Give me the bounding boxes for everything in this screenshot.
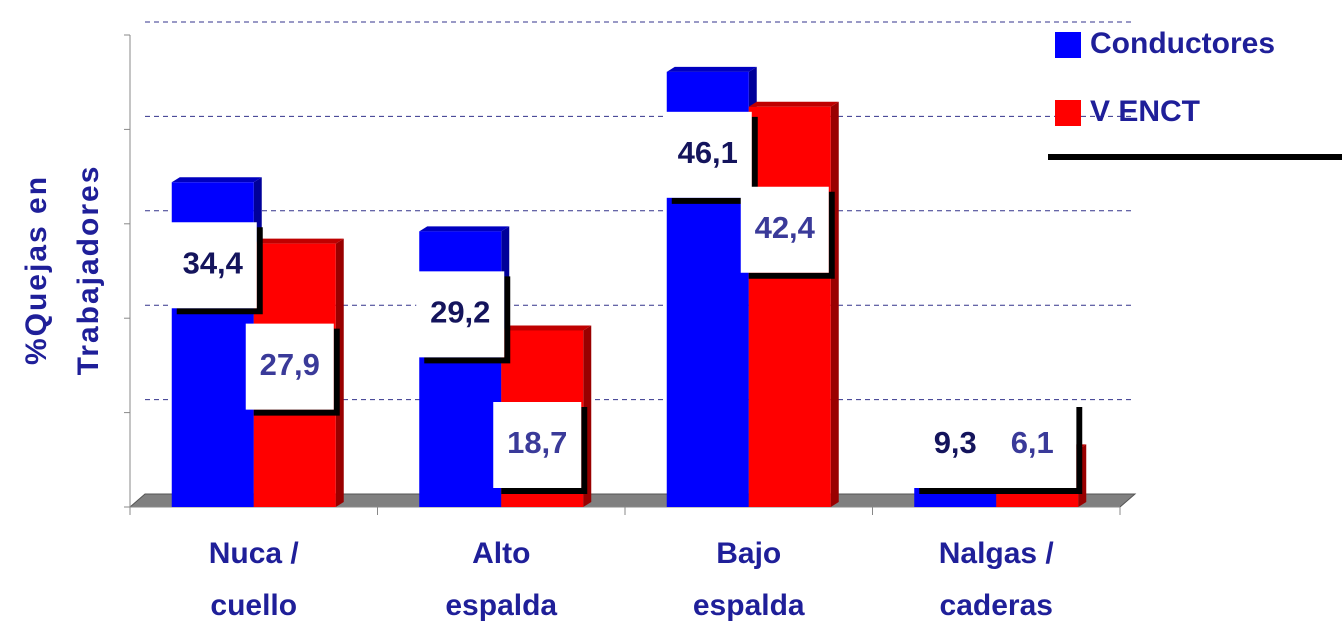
value-label: 9,3 bbox=[934, 425, 977, 460]
value-label: 6,1 bbox=[1011, 425, 1054, 460]
value-label-box bbox=[416, 271, 505, 358]
bar-front bbox=[748, 106, 831, 507]
value-label: 42,4 bbox=[755, 210, 816, 245]
x-tick-label: espalda bbox=[693, 589, 805, 622]
bar-side bbox=[830, 101, 839, 507]
bar-top bbox=[253, 238, 344, 244]
value-label-box bbox=[245, 323, 334, 410]
value-label: 29,2 bbox=[430, 295, 490, 330]
value-label-shadow bbox=[501, 407, 588, 494]
x-tick-label: cuello bbox=[210, 589, 297, 622]
y-axis-title-line: Trabajadores bbox=[72, 165, 105, 376]
bar-top bbox=[171, 177, 262, 183]
bar-top bbox=[748, 101, 839, 107]
x-tick-label: Nalgas / bbox=[939, 537, 1055, 570]
value-label-shadow bbox=[176, 227, 263, 315]
value-label-shadow bbox=[253, 328, 340, 416]
x-tick-label: espalda bbox=[445, 589, 557, 622]
value-label: 46,1 bbox=[678, 135, 738, 170]
value-label-box bbox=[493, 402, 582, 488]
x-tick-label: caderas bbox=[940, 589, 1053, 622]
x-tick-label: Nuca / bbox=[209, 537, 300, 570]
y-axis-title-line: %Quejas en bbox=[20, 175, 53, 365]
legend-swatch bbox=[1055, 100, 1081, 126]
value-label-box bbox=[911, 402, 1000, 488]
legend-label: V ENCT bbox=[1090, 95, 1200, 128]
value-label-box bbox=[740, 186, 829, 273]
x-tick-label: Bajo bbox=[716, 537, 781, 570]
value-label-shadow bbox=[996, 407, 1083, 494]
bar-top bbox=[666, 66, 757, 72]
legend-label: Conductores bbox=[1090, 27, 1275, 60]
x-tick-label: Alto bbox=[472, 537, 530, 570]
value-label-box bbox=[663, 111, 752, 198]
value-label-shadow bbox=[748, 191, 835, 279]
value-label: 27,9 bbox=[260, 347, 320, 382]
bar-top bbox=[419, 226, 510, 232]
y-axis-title: %Quejas en Trabajadores bbox=[20, 165, 105, 376]
value-label-box bbox=[988, 402, 1077, 488]
legend-swatch bbox=[1055, 32, 1081, 58]
value-label-box bbox=[168, 222, 257, 309]
bar bbox=[748, 101, 839, 507]
value-label-shadow bbox=[424, 276, 511, 364]
bar-top bbox=[501, 325, 592, 331]
value-label: 34,4 bbox=[183, 245, 244, 280]
value-label: 18,7 bbox=[507, 425, 567, 460]
